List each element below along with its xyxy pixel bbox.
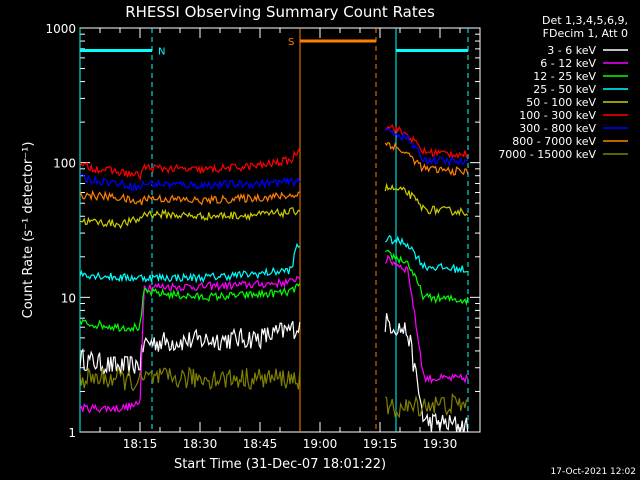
series-line (80, 249, 469, 333)
x-tick-label: 18:30 (183, 437, 218, 451)
legend-label: 3 - 6 keV (547, 44, 596, 57)
legend-label: 6 - 12 keV (540, 57, 596, 70)
legend-label: 50 - 100 keV (526, 96, 596, 109)
y-tick-label: 10 (61, 291, 76, 305)
series-line (80, 365, 468, 419)
legend-label: 100 - 300 keV (519, 109, 596, 122)
x-tick-label: 19:00 (303, 437, 338, 451)
series-line (80, 182, 469, 230)
x-tick-label: 18:45 (243, 437, 278, 451)
x-tick-label: 18:15 (123, 437, 158, 451)
generation-timestamp: 17-Oct-2021 12:02 (551, 467, 636, 477)
legend-header-detectors: Det 1,3,4,5,6,9, (542, 14, 628, 27)
series-line (80, 123, 469, 181)
series-line (80, 234, 468, 284)
legend-label: 300 - 800 keV (519, 122, 596, 135)
y-tick-label: 100 (53, 157, 76, 171)
y-tick-label: 1000 (45, 22, 76, 36)
series-line (80, 141, 469, 206)
x-axis-label: Start Time (31-Dec-07 18:01:22) (174, 457, 386, 472)
interval-label: N (158, 47, 165, 58)
series-line (80, 313, 469, 432)
x-tick-label: 19:30 (423, 437, 458, 451)
chart-title: RHESSI Observing Summary Count Rates (125, 3, 435, 21)
legend-header-decimation: FDecim 1, Att 0 (543, 27, 628, 40)
x-tick-label: 19:15 (363, 437, 398, 451)
series-line (80, 127, 469, 191)
legend-label: 12 - 25 keV (533, 70, 596, 83)
series-line (80, 254, 469, 414)
y-tick-label: 1 (68, 426, 76, 440)
y-axis-label: Count Rate (s⁻¹ detector⁻¹) (21, 142, 36, 319)
legend-label: 25 - 50 keV (533, 83, 596, 96)
interval-label: S (288, 37, 294, 48)
legend-label: 800 - 7000 keV (512, 135, 596, 148)
legend-label: 7000 - 15000 keV (498, 148, 596, 161)
